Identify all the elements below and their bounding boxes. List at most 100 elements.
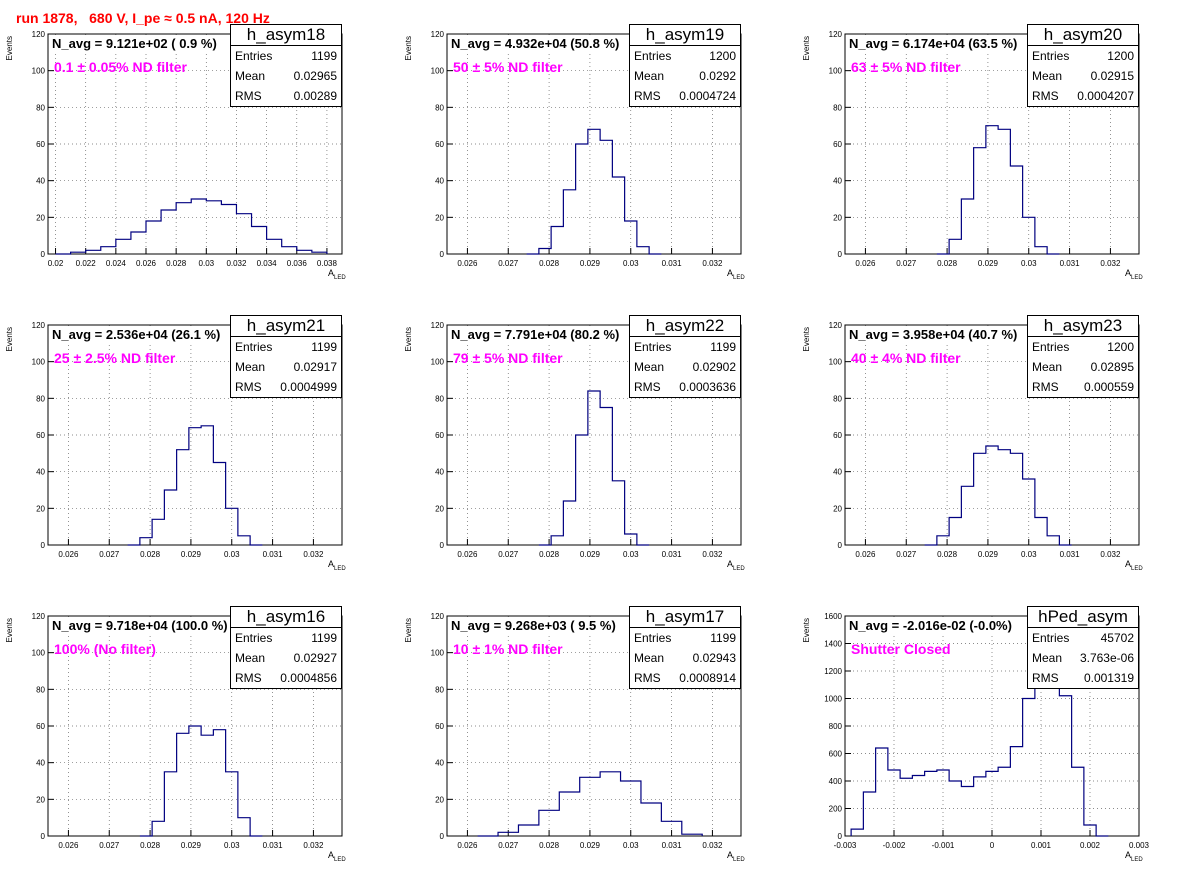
filter-note: 0.1 ± 0.05% ND filter: [54, 59, 187, 75]
stats-row: RMS 0.001319: [1028, 668, 1138, 688]
y-tick-label: 40: [36, 759, 45, 768]
stats-title: h_asym17: [630, 607, 740, 628]
histogram-bin: [1035, 518, 1047, 546]
histogram-bin: [641, 803, 661, 836]
histogram-panel: 0.026 0.027 0.028 0.029 0.03 0.031 0.032 0 20 40 6…: [797, 291, 1195, 581]
histogram-bin: [116, 239, 131, 254]
filter-note: 25 ± 2.5% ND filter: [54, 350, 176, 366]
x-tick-label: 0.034: [257, 259, 278, 268]
stats-row: Entries 45702: [1028, 628, 1138, 648]
histogram-series: [139, 725, 263, 837]
histogram-bin: [986, 126, 998, 254]
stats-key: RMS: [1032, 671, 1059, 685]
stats-title: h_asym22: [630, 316, 740, 337]
y-tick-label: 120: [829, 321, 843, 330]
stats-box: h_asym16 Entries 1199 Mean 0.02927 RMS 0.00048…: [230, 606, 342, 689]
filter-note: 100% (No filter): [54, 641, 156, 657]
stats-title: h_asym18: [231, 25, 341, 46]
filter-note: 10 ± 1% ND filter: [453, 641, 563, 657]
histogram-bin: [1047, 536, 1059, 545]
x-tick-label: 0.027: [498, 841, 519, 850]
y-tick-label: 400: [829, 777, 843, 786]
stats-row: Mean 0.02943: [630, 648, 740, 668]
histogram-bin: [1072, 767, 1084, 836]
histogram-series: [538, 390, 650, 546]
x-tick-label: 0.029: [580, 841, 601, 850]
y-tick-label: 0: [41, 541, 46, 550]
histogram-bin: [1023, 479, 1035, 545]
histogram-bin: [625, 221, 637, 254]
n-avg-label: N_avg = 7.791e+04 (80.2 %): [449, 327, 622, 343]
stats-value: 0.000559: [1083, 380, 1134, 394]
stats-value: 1199: [311, 631, 337, 645]
x-tick-label: 0.032: [702, 550, 723, 559]
y-tick-label: 40: [36, 468, 45, 477]
y-tick-label: 100: [829, 67, 843, 76]
histogram-bin: [600, 408, 612, 546]
x-axis-label: ALED: [328, 850, 346, 863]
x-tick-label: -0.001: [932, 841, 955, 850]
stats-value: 0.0004856: [280, 671, 337, 685]
x-tick-label: 0.026: [457, 550, 478, 559]
x-tick-label: 0.028: [539, 259, 560, 268]
histogram-bin: [925, 771, 937, 836]
stats-box: h_asym22 Entries 1199 Mean 0.02902 RMS 0.00036…: [629, 315, 741, 398]
histogram-bin: [974, 453, 986, 545]
histogram-bin: [937, 770, 949, 836]
histogram-bin: [588, 129, 600, 254]
x-tick-label: 0.036: [287, 259, 308, 268]
stats-row: Entries 1199: [231, 628, 341, 648]
x-tick-label: 0.024: [106, 259, 127, 268]
n-avg-label: N_avg = 6.174e+04 (63.5 %): [847, 36, 1020, 52]
y-tick-label: 0: [440, 832, 445, 841]
stats-title: h_asym16: [231, 607, 341, 628]
histogram-bin: [297, 250, 312, 254]
histogram-bin: [267, 239, 282, 254]
histogram-bin: [191, 199, 206, 254]
stats-box: h_asym21 Entries 1199 Mean 0.02917 RMS 0.00049…: [230, 315, 342, 398]
x-tick-label: 0.032: [303, 550, 324, 559]
stats-value: 1200: [1107, 340, 1134, 354]
histogram-bin: [580, 777, 600, 836]
histogram-bin: [539, 249, 551, 255]
y-tick-label: 80: [36, 394, 45, 403]
stats-key: RMS: [634, 380, 661, 394]
histogram-bin: [221, 205, 236, 255]
x-axis-label: ALED: [328, 268, 346, 281]
stats-row: RMS 0.000559: [1028, 377, 1138, 397]
stats-row: Mean 0.02965: [231, 66, 341, 86]
filter-note: 50 ± 5% ND filter: [453, 59, 563, 75]
histogram-bin: [986, 446, 998, 545]
x-tick-label: 0.028: [937, 550, 958, 559]
stats-value: 0.02965: [293, 69, 337, 83]
histogram-bin: [86, 250, 101, 254]
histogram-bin: [1010, 453, 1022, 545]
y-tick-label: 20: [435, 213, 444, 222]
y-tick-label: 0: [838, 541, 843, 550]
plot-frame: [446, 33, 742, 255]
histogram-plot: 0.026 0.027 0.028 0.029 0.03 0.031 0.032 0 20 40 6…: [5, 612, 346, 863]
y-tick-label: 120: [431, 321, 445, 330]
histogram-bin: [140, 538, 152, 545]
stats-title: h_asym23: [1028, 316, 1138, 337]
x-tick-label: 0.029: [978, 550, 999, 559]
y-tick-label: 80: [36, 685, 45, 694]
y-tick-label: 120: [32, 321, 46, 330]
x-tick-label: 0.031: [1060, 550, 1081, 559]
n-avg-label: N_avg = 4.932e+04 (50.8 %): [449, 36, 622, 52]
histogram-bin: [1023, 217, 1035, 254]
stats-box: hPed_asym Entries 45702 Mean 3.763e-06 RMS 0.0…: [1027, 606, 1139, 689]
plot-frame: [446, 615, 742, 837]
stats-key: Entries: [235, 631, 273, 645]
histogram-bin: [152, 821, 164, 836]
histogram-bin: [498, 832, 518, 836]
x-tick-label: -0.003: [834, 841, 857, 850]
histogram-bin: [998, 767, 1010, 836]
filter-note: 79 ± 5% ND filter: [453, 350, 563, 366]
histogram-series: [526, 128, 662, 255]
stats-key: Mean: [634, 69, 665, 83]
x-tick-label: 0.03: [224, 550, 240, 559]
histogram-bin: [177, 733, 189, 836]
stats-title: h_asym21: [231, 316, 341, 337]
x-axis-label: ALED: [727, 268, 745, 281]
